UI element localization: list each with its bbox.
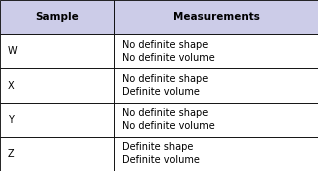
Bar [114,34,318,68]
Text: Definite shape
Definite volume: Definite shape Definite volume [122,142,200,165]
Bar [114,137,318,171]
Text: No definite shape
No definite volume: No definite shape No definite volume [122,40,215,63]
Text: Z: Z [8,149,15,159]
Bar [114,68,318,103]
Bar [114,103,318,137]
Bar [0,0,114,34]
Text: No definite shape
Definite volume: No definite shape Definite volume [122,74,209,97]
Bar [114,0,318,34]
Bar [0,68,114,103]
Text: Sample: Sample [35,12,79,22]
Text: Y: Y [8,115,14,125]
Text: No definite shape
No definite volume: No definite shape No definite volume [122,108,215,131]
Bar [0,137,114,171]
Bar [0,103,114,137]
Text: Measurements: Measurements [173,12,260,22]
Text: X: X [8,81,15,90]
Bar [0,34,114,68]
Text: W: W [8,46,17,56]
